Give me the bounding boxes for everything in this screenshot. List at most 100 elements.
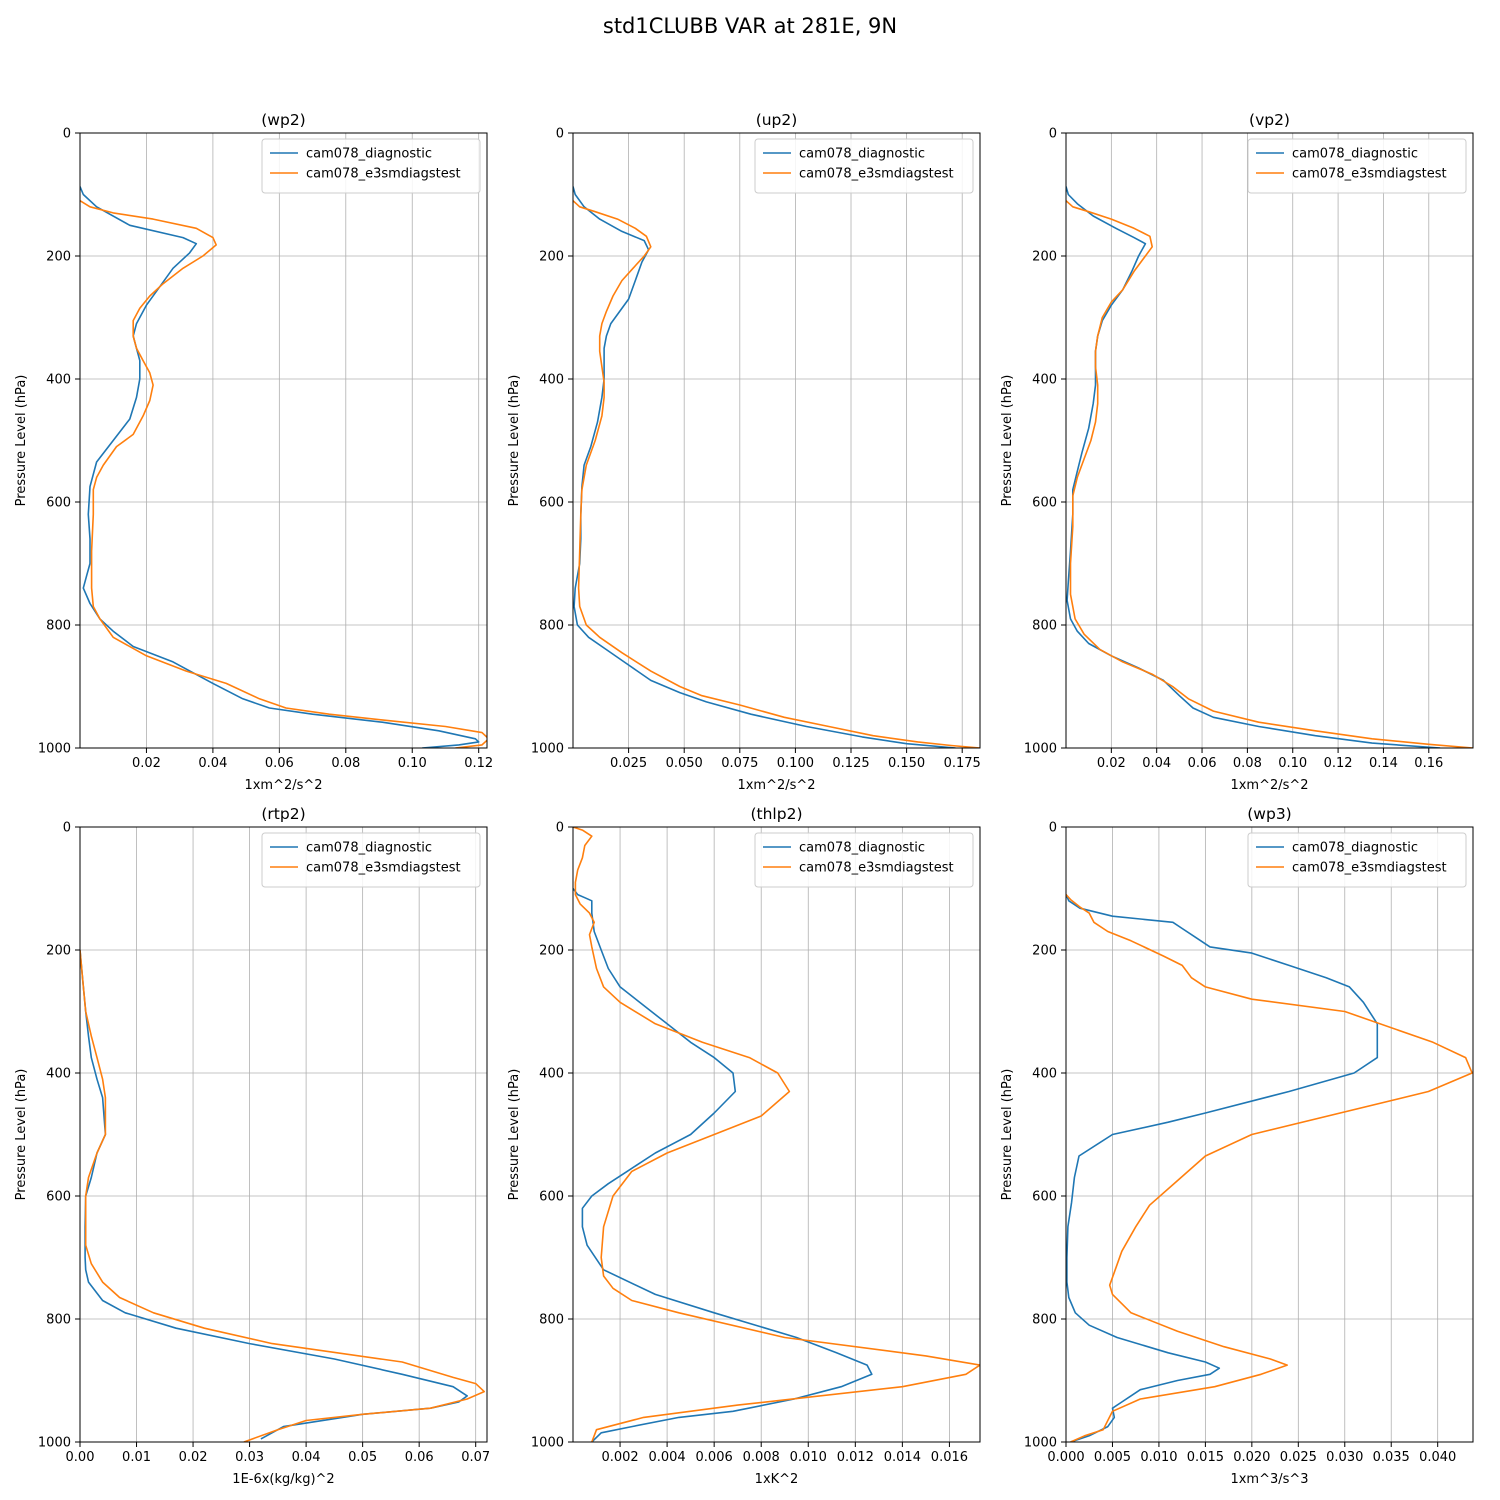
x-tick-label: 0.16: [1414, 756, 1443, 771]
legend-label: cam078_diagnostic: [1292, 147, 1418, 162]
x-axis-label: 1xm^2/s^2: [244, 778, 322, 793]
x-tick-label: 0.000: [1047, 1450, 1084, 1465]
x-tick-label: 0.002: [601, 1450, 638, 1465]
series-line-cam078_diagnostic: [573, 888, 873, 1442]
subplot-thlp2: 0.002 0.004 0.006 0.008 0.010 0.012 0.014 0.016…: [507, 805, 981, 1487]
series-line-cam078_diagnostic: [1066, 894, 1379, 1442]
axes-frame: [79, 132, 488, 749]
x-tick-label: 0.02: [179, 1450, 208, 1465]
y-tick-label: 1000: [531, 742, 564, 757]
y-tick-label: 0: [1049, 127, 1057, 142]
series-line-cam078_diagnostic: [80, 186, 480, 748]
axes-frame: [79, 826, 488, 1443]
series-line-cam078_diagnostic: [80, 949, 469, 1440]
x-tick-label: 0.12: [1324, 756, 1353, 771]
y-tick-label: 1000: [38, 742, 71, 757]
subplot-up2: 0.025 0.050 0.075 0.100 0.125 0.150 0.175 0 200 4…: [507, 111, 981, 793]
x-axis-label: 1xm^2/s^2: [737, 778, 815, 793]
x-tick-label: 0.100: [777, 756, 814, 771]
x-tick-label: 0.125: [832, 756, 869, 771]
subplot-title: (up2): [756, 111, 798, 129]
subplot-wp3: 0.000 0.005 0.010 0.015 0.020 0.025 0.030 0.035…: [1000, 805, 1474, 1487]
x-tick-label: 0.005: [1094, 1450, 1131, 1465]
y-tick-label: 0: [1049, 821, 1057, 836]
x-tick-label: 0.02: [1097, 756, 1126, 771]
y-axis-label: Pressure Level (hPa): [507, 1069, 522, 1201]
x-tick-label: 0.06: [1188, 756, 1217, 771]
x-axis-label: 1E-6x(kg/kg)^2: [232, 1472, 334, 1487]
series-line-cam078_e3smdiagstest: [1066, 200, 1473, 748]
legend-label: cam078_e3smdiagstest: [306, 167, 461, 182]
x-tick-label: 0.010: [1140, 1450, 1177, 1465]
y-tick-label: 1000: [1024, 1436, 1057, 1451]
x-tick-label: 0.02: [132, 756, 161, 771]
subplot-title: (wp3): [1247, 805, 1291, 823]
x-tick-label: 0.050: [666, 756, 703, 771]
subplot-title: (wp2): [261, 111, 305, 129]
x-tick-label: 0.07: [461, 1450, 490, 1465]
legend-box: [261, 138, 481, 194]
x-tick-label: 0.04: [1142, 756, 1171, 771]
x-tick-label: 0.030: [1326, 1450, 1363, 1465]
subplot-title: (rtp2): [261, 805, 305, 823]
x-tick-label: 0.00: [66, 1450, 95, 1465]
legend-label: cam078_diagnostic: [799, 841, 925, 856]
subplot-vp2: 0.02 0.04 0.06 0.08 0.10 0.12 0.14 0.16 0 200 400 6…: [1000, 111, 1474, 793]
legend-label: cam078_e3smdiagstest: [799, 167, 954, 182]
y-tick-label: 200: [539, 250, 564, 265]
y-tick-label: 1000: [1024, 742, 1057, 757]
series-line-cam078_diagnostic: [1066, 186, 1441, 748]
legend-label: cam078_diagnostic: [306, 147, 432, 162]
y-tick-label: 400: [46, 373, 71, 388]
x-tick-label: 0.012: [837, 1450, 874, 1465]
x-tick-label: 0.075: [721, 756, 758, 771]
x-axis-label: 1xK^2: [755, 1472, 799, 1487]
y-axis-label: Pressure Level (hPa): [14, 1069, 29, 1201]
y-axis-label: Pressure Level (hPa): [507, 375, 522, 507]
y-tick-label: 200: [1032, 944, 1057, 959]
y-tick-label: 800: [539, 619, 564, 634]
y-tick-label: 800: [539, 1313, 564, 1328]
x-tick-label: 0.004: [648, 1450, 685, 1465]
x-tick-label: 0.010: [790, 1450, 827, 1465]
y-tick-label: 200: [46, 250, 71, 265]
figure-title: std1CLUBB VAR at 281E, 9N: [602, 14, 898, 38]
y-tick-label: 600: [1032, 1190, 1057, 1205]
subplot-rtp2: 0.00 0.01 0.02 0.03 0.04 0.05 0.06 0.07 0 200 400 6…: [14, 805, 490, 1487]
y-tick-label: 600: [46, 1190, 71, 1205]
y-tick-label: 0: [63, 821, 71, 836]
x-tick-label: 0.014: [884, 1450, 921, 1465]
y-tick-label: 800: [46, 1313, 71, 1328]
legend-box: [754, 832, 974, 888]
y-tick-label: 200: [539, 944, 564, 959]
x-tick-label: 0.04: [292, 1450, 321, 1465]
y-tick-label: 1000: [531, 1436, 564, 1451]
series-line-cam078_e3smdiagstest: [1066, 894, 1473, 1442]
x-tick-label: 0.05: [348, 1450, 377, 1465]
legend-box: [261, 832, 481, 888]
y-tick-label: 800: [1032, 619, 1057, 634]
x-tick-label: 0.025: [1280, 1450, 1317, 1465]
legend-label: cam078_diagnostic: [306, 841, 432, 856]
axes-frame: [1065, 826, 1474, 1443]
series-line-cam078_e3smdiagstest: [573, 200, 980, 748]
legend-label: cam078_diagnostic: [1292, 841, 1418, 856]
x-tick-label: 0.016: [931, 1450, 968, 1465]
x-tick-label: 0.06: [405, 1450, 434, 1465]
y-tick-label: 400: [539, 373, 564, 388]
legend-label: cam078_e3smdiagstest: [1292, 861, 1447, 876]
y-tick-label: 0: [63, 127, 71, 142]
y-tick-label: 800: [1032, 1313, 1057, 1328]
subplot-title: (thlp2): [750, 805, 802, 823]
y-tick-label: 600: [539, 1190, 564, 1205]
x-axis-label: 1xm^2/s^2: [1230, 778, 1308, 793]
x-tick-label: 0.020: [1233, 1450, 1270, 1465]
legend-box: [1247, 138, 1467, 194]
legend-label: cam078_e3smdiagstest: [799, 861, 954, 876]
series-line-cam078_e3smdiagstest: [80, 200, 487, 748]
y-tick-label: 200: [1032, 250, 1057, 265]
y-tick-label: 400: [1032, 373, 1057, 388]
legend-box: [1247, 832, 1467, 888]
y-axis-label: Pressure Level (hPa): [1000, 375, 1015, 507]
x-tick-label: 0.03: [235, 1450, 264, 1465]
